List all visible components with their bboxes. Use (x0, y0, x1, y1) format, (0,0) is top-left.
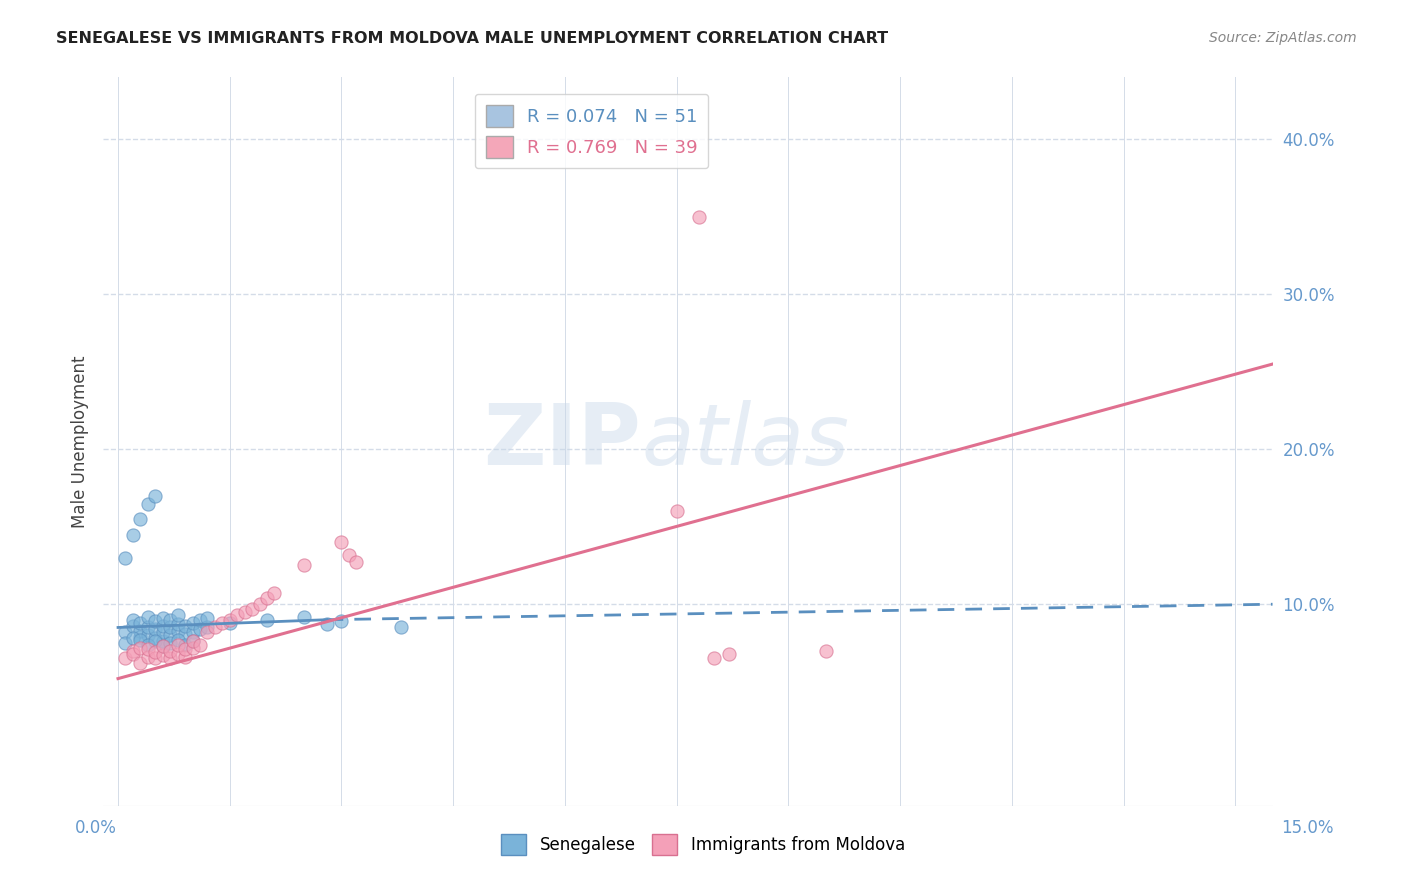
Point (166, 647, 188, 661)
Point (114, 636, 136, 650)
Point (181, 615, 204, 630)
Point (174, 638, 197, 652)
Point (337, 548, 360, 562)
Point (181, 634, 204, 648)
Point (249, 597, 271, 611)
Point (136, 628, 159, 642)
Point (129, 624, 152, 638)
Point (389, 620, 412, 634)
Point (256, 613, 278, 627)
Point (292, 609, 315, 624)
Point (152, 634, 174, 648)
Point (122, 632, 145, 646)
Point (166, 638, 188, 652)
Point (136, 638, 159, 652)
Point (188, 638, 211, 652)
Point (136, 496, 159, 510)
Point (814, 643, 837, 657)
Point (159, 620, 181, 634)
Point (122, 647, 145, 661)
Point (292, 558, 315, 573)
Legend: Senegalese, Immigrants from Moldova: Senegalese, Immigrants from Moldova (495, 828, 911, 862)
Point (174, 619, 197, 633)
Point (152, 639, 174, 653)
Point (152, 648, 174, 663)
Point (174, 626, 197, 640)
Point (181, 625, 204, 640)
Point (226, 608, 249, 623)
Point (159, 628, 181, 642)
Point (159, 643, 181, 657)
Point (330, 535, 353, 549)
Point (122, 619, 145, 633)
Point (129, 615, 152, 630)
Point (143, 614, 166, 628)
Point (197, 611, 219, 625)
Point (159, 636, 181, 650)
Point (174, 642, 197, 657)
Point (129, 656, 152, 670)
Point (263, 586, 285, 600)
Text: 0.0%: 0.0% (75, 819, 117, 837)
Point (129, 640, 152, 655)
Text: ZIP: ZIP (484, 400, 641, 483)
Point (136, 649, 159, 664)
Point (152, 619, 174, 633)
Point (188, 622, 211, 636)
Point (159, 651, 181, 665)
Point (181, 634, 204, 648)
Point (129, 632, 152, 647)
Point (143, 632, 166, 646)
Point (174, 649, 197, 664)
Point (204, 620, 226, 634)
Point (136, 609, 159, 624)
Point (114, 651, 136, 665)
Point (152, 625, 174, 640)
Point (143, 622, 166, 636)
Point (143, 634, 166, 648)
Point (188, 613, 211, 627)
Legend: R = 0.074   N = 51, R = 0.769   N = 39: R = 0.074 N = 51, R = 0.769 N = 39 (475, 94, 709, 169)
Text: Source: ZipAtlas.com: Source: ZipAtlas.com (1209, 31, 1357, 45)
Point (197, 620, 219, 634)
Text: SENEGALESE VS IMMIGRANTS FROM MOLDOVA MALE UNEMPLOYMENT CORRELATION CHART: SENEGALESE VS IMMIGRANTS FROM MOLDOVA MA… (56, 31, 889, 46)
Point (218, 615, 240, 630)
Point (136, 620, 159, 634)
Point (136, 642, 159, 657)
Point (114, 625, 136, 640)
Point (218, 613, 240, 627)
Point (688, 210, 710, 224)
Point (122, 643, 145, 657)
Text: atlas: atlas (641, 400, 849, 483)
Point (211, 615, 233, 630)
Point (181, 640, 204, 655)
Point (197, 625, 219, 640)
Point (330, 614, 353, 628)
Point (129, 630, 152, 644)
Point (129, 512, 152, 526)
Point (166, 617, 188, 632)
Point (240, 602, 263, 616)
Point (717, 647, 740, 661)
Point (114, 550, 136, 565)
Point (703, 651, 725, 665)
Point (166, 632, 188, 647)
Point (143, 651, 166, 665)
Point (143, 645, 166, 659)
Point (143, 489, 166, 503)
Point (159, 613, 181, 627)
Point (152, 639, 174, 653)
Point (344, 555, 367, 569)
Point (166, 624, 188, 638)
Y-axis label: Male Unemployment: Male Unemployment (72, 355, 89, 528)
Point (166, 608, 188, 623)
Point (152, 611, 174, 625)
Point (122, 527, 145, 541)
Point (233, 605, 256, 619)
Point (122, 613, 145, 627)
Point (256, 591, 278, 605)
Point (315, 617, 337, 632)
Text: 15.0%: 15.0% (1281, 819, 1334, 837)
Point (665, 504, 688, 518)
